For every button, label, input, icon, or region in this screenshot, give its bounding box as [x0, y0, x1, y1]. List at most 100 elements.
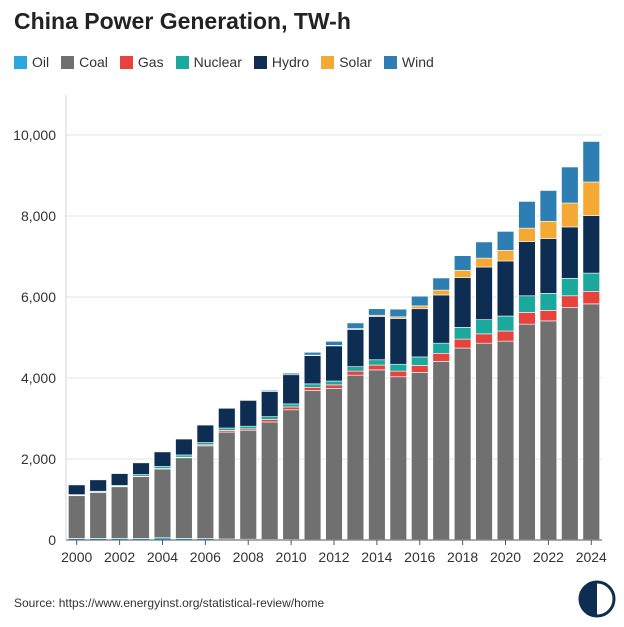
bar-wind [496, 231, 515, 251]
bar-coal [132, 476, 150, 539]
bar-gas [325, 384, 343, 389]
bar-nuclear [432, 342, 450, 354]
bar-wind [261, 390, 279, 392]
bar-stack-2024 [582, 141, 600, 541]
bar-gas [303, 387, 322, 391]
legend-item-oil: Oil [14, 54, 49, 70]
bar-stack-2023 [561, 166, 579, 541]
bar-stack-2020 [496, 231, 515, 541]
bar-gas [582, 291, 600, 305]
bar-hydro [325, 345, 343, 382]
bar-coal [389, 376, 407, 540]
bar-stack-2018 [453, 255, 472, 541]
bar-hydro [282, 374, 300, 405]
bar-stack-2015 [389, 308, 407, 541]
bar-wind [239, 399, 257, 401]
bar-hydro [89, 479, 107, 492]
bar-nuclear [368, 359, 386, 366]
bar-stack-2005 [175, 438, 193, 541]
chart-title: China Power Generation, TW-h [14, 8, 351, 34]
bar-stack-2012 [325, 341, 343, 541]
bar-hydro [110, 473, 129, 486]
bar-coal [68, 495, 86, 539]
x-tick-label: 2020 [490, 549, 521, 565]
bar-stack-2017 [432, 277, 450, 541]
bar-solar [582, 181, 600, 216]
bar-wind [196, 424, 215, 426]
source-note: Source: https://www.energyinst.org/stati… [14, 596, 325, 610]
bar-nuclear [539, 293, 558, 311]
legend-swatch [321, 55, 335, 69]
bar-stack-2002 [110, 473, 129, 541]
bar-nuclear [411, 356, 429, 366]
bar-stack-2022 [539, 190, 558, 541]
legend-item-solar: Solar [321, 54, 372, 70]
bar-wind [411, 295, 429, 307]
bar-hydro [261, 391, 279, 417]
bar-coal [239, 429, 257, 540]
bar-gas [518, 312, 536, 325]
bar-stack-2006 [196, 424, 215, 541]
bar-hydro [368, 316, 386, 361]
bar-coal [496, 340, 515, 540]
bar-coal [368, 369, 386, 540]
bar-solar [475, 257, 493, 268]
bar-solar [453, 269, 472, 278]
x-tick-label: 2016 [404, 549, 435, 565]
bar-wind [453, 255, 472, 271]
bar-stack-2019 [475, 241, 493, 541]
bar-stack-2014 [368, 308, 386, 541]
bar-stack-2021 [518, 201, 536, 541]
bar-hydro [496, 260, 515, 317]
bar-wind [582, 141, 600, 183]
bar-hydro [132, 462, 150, 475]
bar-gas [368, 364, 386, 371]
legend-label: Oil [32, 54, 50, 70]
legend-swatch [119, 55, 133, 69]
bar-solar [496, 250, 515, 262]
y-tick-label: 8,000 [21, 208, 56, 224]
bar-hydro [346, 329, 365, 367]
bar-coal [346, 374, 365, 540]
legend-swatch [61, 55, 75, 69]
legend-label: Wind [401, 54, 434, 70]
bar-wind [303, 351, 322, 356]
bar-nuclear [561, 278, 579, 297]
bar-coal [582, 303, 600, 540]
legend-item-coal: Coal [61, 54, 108, 70]
bar-stack-2004 [153, 451, 172, 541]
chart-plot: 0 2,000 4,000 6,000 8,000 10,000 2000 2002 2004 2… [13, 95, 607, 565]
bar-hydro [68, 484, 86, 495]
bar-hydro [303, 355, 322, 385]
bar-nuclear [282, 403, 300, 408]
y-tick-label: 2,000 [21, 451, 56, 467]
x-tick-label: 2014 [361, 549, 392, 565]
bar-stack-2001 [89, 479, 107, 541]
bar-gas [539, 310, 558, 322]
bar-gas [453, 338, 472, 349]
bar-hydro [175, 438, 193, 456]
bar-wind [325, 341, 343, 346]
bar-coal [218, 431, 236, 540]
bar-nuclear [261, 416, 279, 420]
bar-nuclear [496, 315, 515, 332]
bar-hydro [196, 424, 215, 443]
bar-solar [539, 220, 558, 239]
x-tick-label: 2012 [318, 549, 349, 565]
legend-swatch [383, 55, 397, 69]
bar-hydro [411, 308, 429, 358]
bar-solar [518, 227, 536, 242]
bar-gas [496, 330, 515, 342]
bar-nuclear [475, 319, 493, 335]
bar-coal [475, 342, 493, 540]
legend-label: Gas [137, 54, 164, 70]
bar-stack-2011 [303, 351, 322, 541]
y-tick-label: 10,000 [13, 127, 56, 143]
bar-coal [518, 323, 536, 540]
bar-wind [346, 322, 365, 329]
bar-hydro [539, 238, 558, 294]
legend-label: Hydro [271, 54, 310, 70]
bar-stack-2000 [68, 484, 86, 541]
bar-wind [539, 190, 558, 222]
bar-coal [175, 457, 193, 539]
